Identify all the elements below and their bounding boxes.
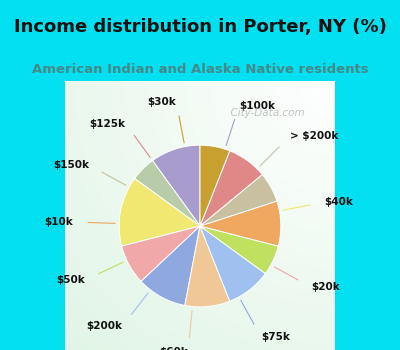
Wedge shape xyxy=(152,145,200,226)
Text: Income distribution in Porter, NY (%): Income distribution in Porter, NY (%) xyxy=(14,18,386,36)
Text: $30k: $30k xyxy=(148,97,176,107)
Wedge shape xyxy=(200,226,278,274)
Text: $200k: $200k xyxy=(86,321,122,331)
Wedge shape xyxy=(200,201,281,246)
Text: $150k: $150k xyxy=(53,160,89,170)
Text: $20k: $20k xyxy=(311,282,340,292)
Text: $75k: $75k xyxy=(261,332,290,342)
Text: > $200k: > $200k xyxy=(290,132,338,141)
Wedge shape xyxy=(200,226,266,301)
Wedge shape xyxy=(119,178,200,246)
Wedge shape xyxy=(200,175,277,226)
Wedge shape xyxy=(141,226,200,306)
Wedge shape xyxy=(185,226,230,307)
Text: American Indian and Alaska Native residents: American Indian and Alaska Native reside… xyxy=(32,63,368,76)
Wedge shape xyxy=(200,145,230,226)
Text: $100k: $100k xyxy=(239,100,275,111)
Wedge shape xyxy=(134,161,200,226)
Wedge shape xyxy=(200,151,262,226)
Text: $60k: $60k xyxy=(159,347,188,350)
Text: $125k: $125k xyxy=(90,119,126,128)
Text: $40k: $40k xyxy=(324,197,353,207)
Text: City-Data.com: City-Data.com xyxy=(224,108,305,118)
Wedge shape xyxy=(122,226,200,281)
Text: $50k: $50k xyxy=(57,275,85,285)
Text: $10k: $10k xyxy=(45,217,73,227)
